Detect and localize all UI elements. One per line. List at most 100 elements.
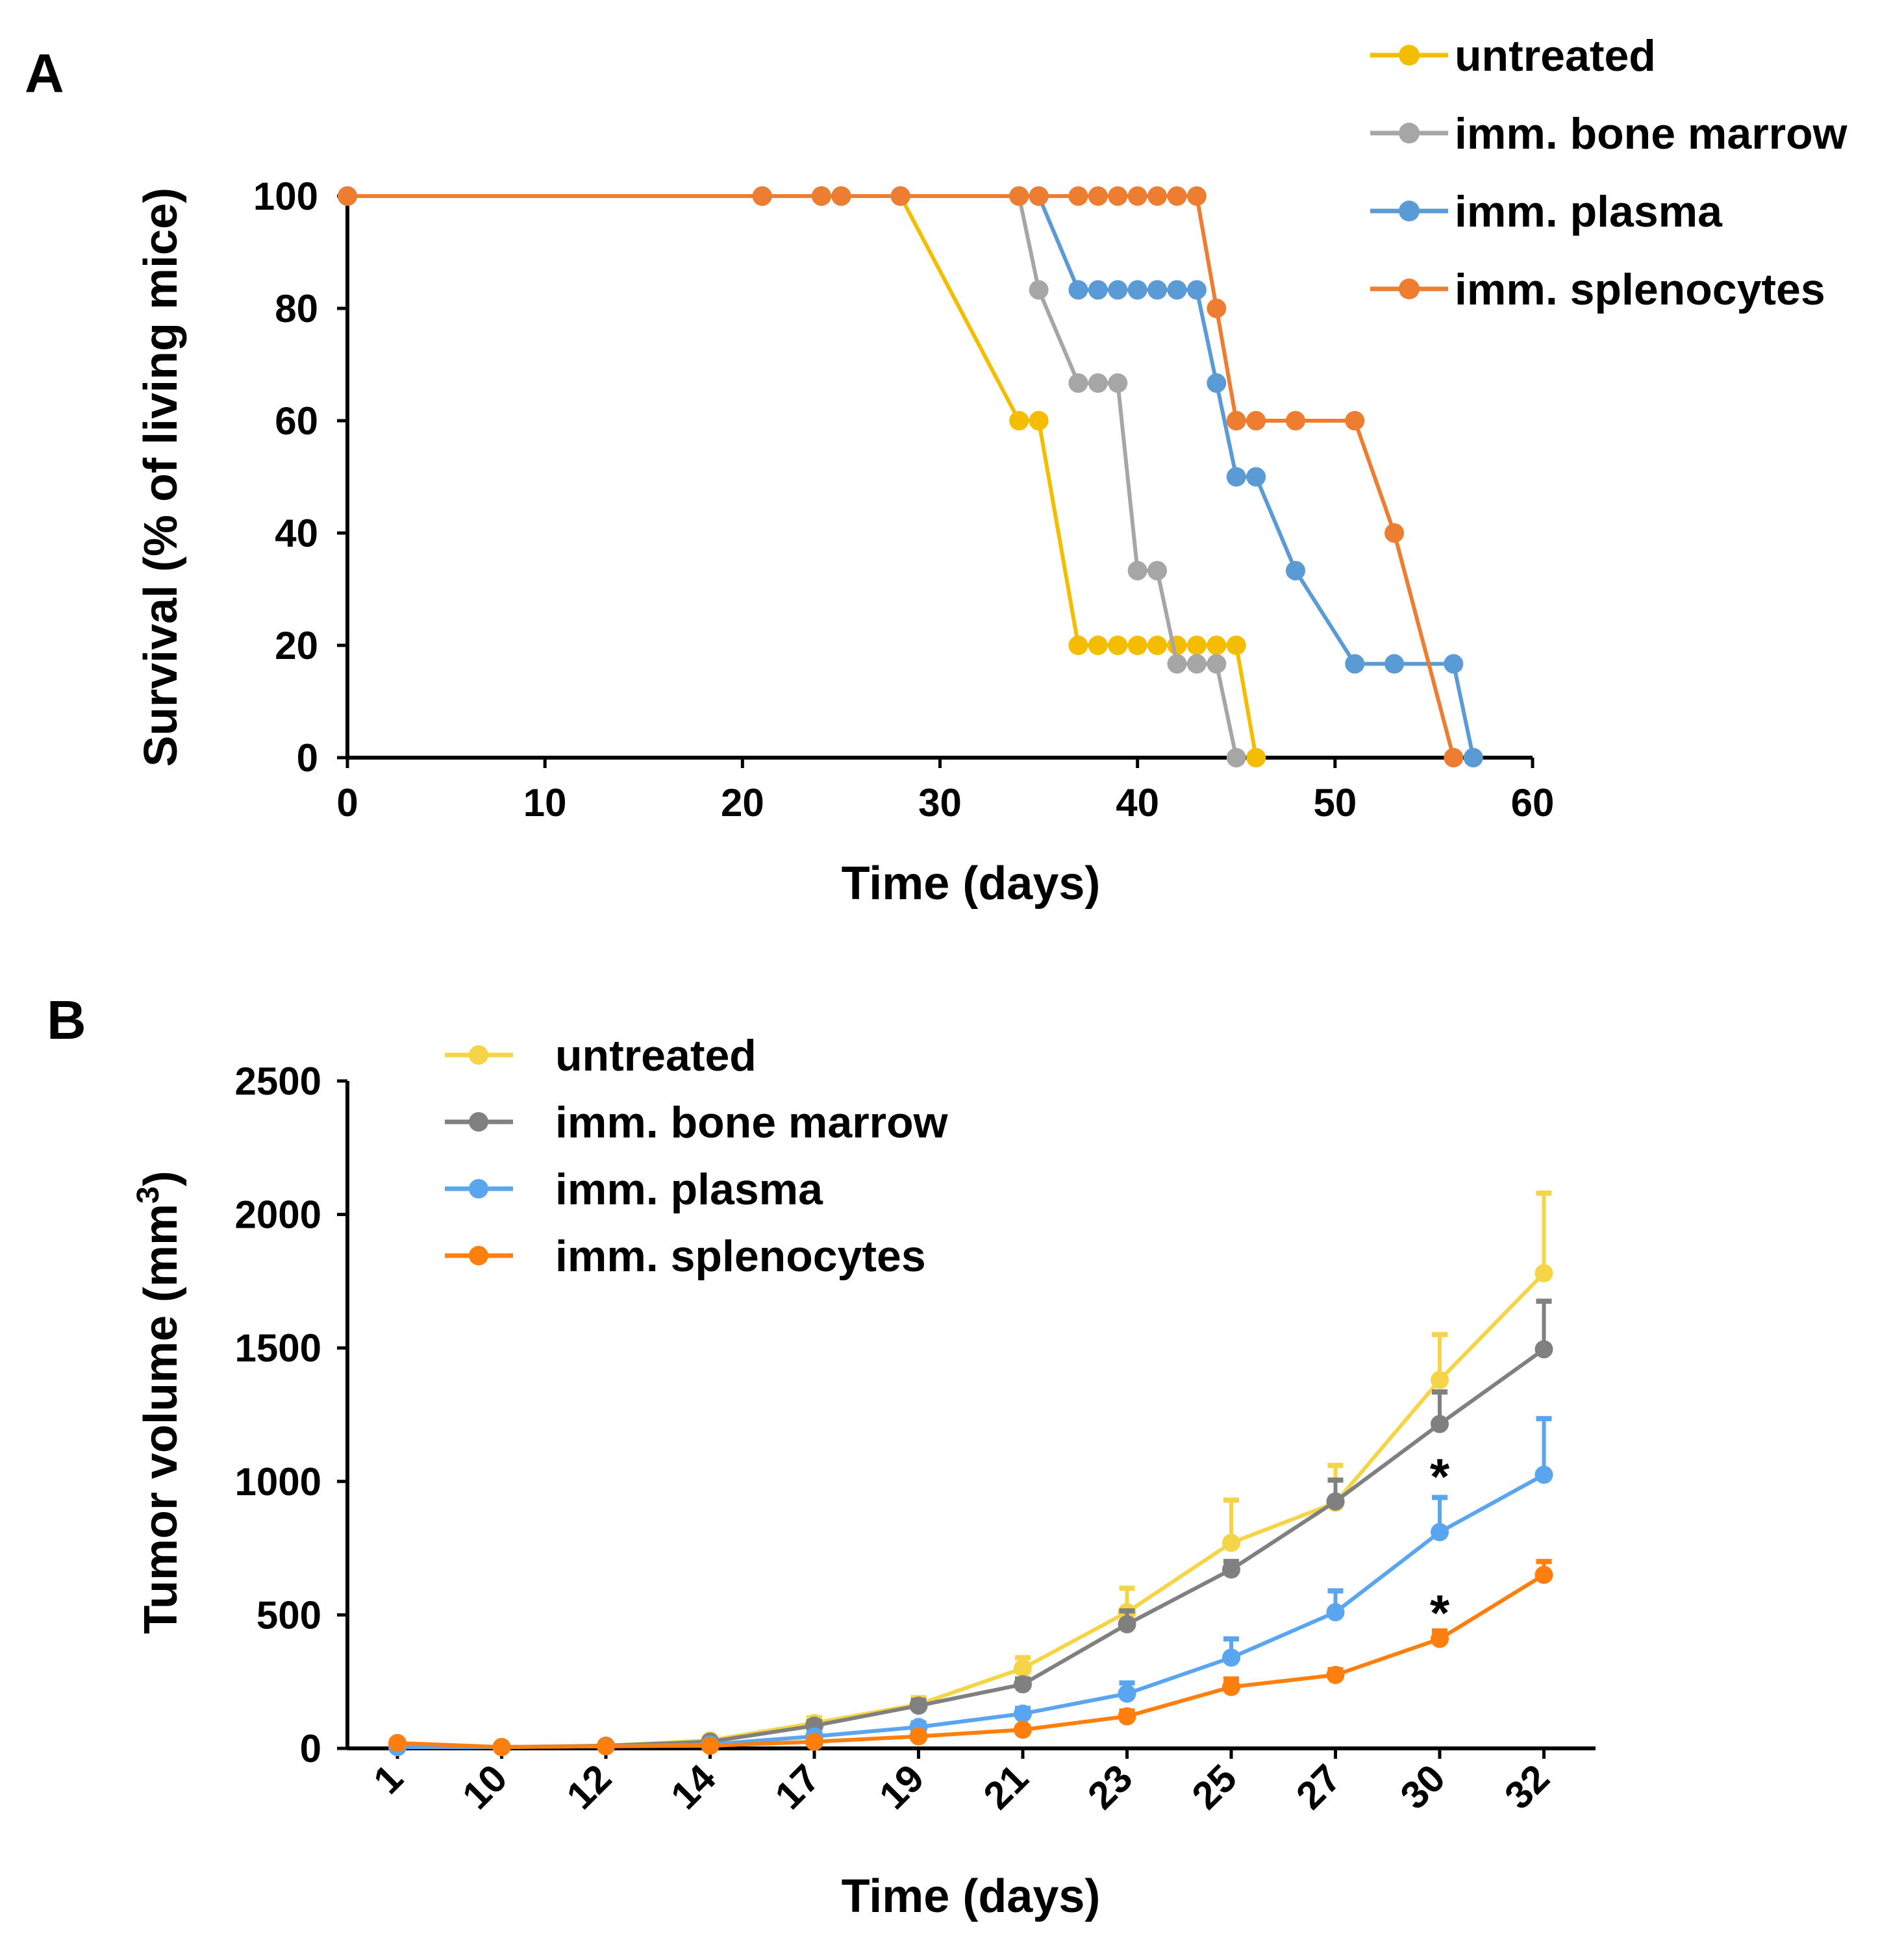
panel-a-legend-label-imm-splenocytes: imm. splenocytes [1455, 265, 1825, 314]
panel-b-series-line-imm-splenocytes [397, 1573, 1546, 1749]
panel-b-significance-asterisk: * [1430, 1584, 1450, 1641]
panel-b-data-point-imm-plasma [1222, 1648, 1240, 1667]
panel-a-data-point-imm-plasma [1444, 654, 1464, 674]
panel-b-data-point-imm-splenocytes [1014, 1720, 1032, 1739]
panel-a-data-point-imm-splenocytes [1286, 411, 1305, 430]
panel-a-data-point-imm-plasma [1207, 373, 1227, 393]
panel-b-legend-marker-imm-plasma [469, 1179, 488, 1198]
panel-a-data-point-imm-splenocytes [1127, 186, 1147, 206]
panel-b-x-tick-label: 27 [1288, 1756, 1349, 1818]
panel-a-data-point-untreated [1088, 636, 1108, 655]
panel-a-data-point-untreated [1068, 636, 1088, 655]
panel-b-y-tick-label: 1000 [235, 1460, 321, 1504]
panel-b-legend-marker-untreated [469, 1045, 488, 1065]
panel-a-data-point-imm-splenocytes [1207, 299, 1227, 318]
panel-a-data-point-imm-plasma [1167, 280, 1187, 300]
panel-a-series-imm-splenocytes [338, 186, 1464, 767]
panel-a-data-point-imm-plasma [1286, 560, 1305, 580]
panel-b-data-point-untreated [1222, 1533, 1240, 1552]
panel-a-data-point-imm-bone-marrow [1186, 654, 1207, 674]
panel-a-x-tick-label: 0 [336, 781, 358, 825]
panel-a-legend-marker-imm-bone-marrow [1399, 123, 1420, 143]
panel-a-legend-label-imm-bone-marrow: imm. bone marrow [1455, 109, 1848, 158]
panel-b-x-axis-title: Time (days) [842, 1870, 1101, 1922]
panel-a-data-point-imm-splenocytes [1384, 523, 1405, 543]
panel-a-y-tick-label: 60 [275, 399, 318, 443]
panel-a-data-point-imm-plasma [1384, 654, 1405, 674]
panel-b-data-point-imm-plasma [1118, 1684, 1136, 1703]
panel-b-y-axis-title-superscript: 3 [131, 1186, 166, 1204]
panel-b-y-tick-label: 2500 [235, 1060, 321, 1103]
panel-a-data-point-imm-bone-marrow [1207, 654, 1227, 674]
panel-b-data-point-imm-splenocytes [909, 1727, 928, 1746]
panel-a-x-tick-label: 10 [523, 781, 567, 825]
panel-a-data-point-imm-splenocytes [1009, 186, 1029, 206]
panel-b-data-point-imm-bone-marrow [909, 1696, 928, 1715]
panel-b-legend-label-imm-splenocytes: imm. splenocytes [555, 1232, 926, 1281]
panel-a-label: A [25, 43, 64, 104]
panel-a-data-point-imm-splenocytes [1444, 748, 1464, 767]
panel-b-data-point-untreated [1534, 1264, 1553, 1283]
panel-a-data-point-imm-splenocytes [1068, 186, 1088, 206]
panel-b-data-point-imm-plasma [1014, 1704, 1032, 1723]
panel-b-data-point-imm-plasma [1326, 1603, 1345, 1622]
panel-a-survival-chart: A 0 10 20 30 40 50 60 0 20 40 60 80 100 untreated imm… [25, 31, 1848, 910]
panel-a-data-point-imm-splenocytes [1246, 411, 1266, 430]
panel-b-data-point-untreated [1431, 1371, 1449, 1389]
panel-a-data-point-imm-plasma [1088, 280, 1108, 300]
panel-a-data-point-imm-plasma [1127, 280, 1147, 300]
panel-b-data-point-imm-plasma [1534, 1465, 1553, 1484]
panel-a-x-tick-label: 50 [1313, 781, 1357, 825]
panel-a-data-point-imm-plasma [1186, 280, 1207, 300]
panel-a-legend-label-imm-plasma: imm. plasma [1455, 187, 1723, 236]
panel-b-x-tick-label: 30 [1392, 1756, 1454, 1818]
panel-a-x-tick-label: 20 [721, 781, 764, 825]
panel-b-data-point-imm-splenocytes [597, 1737, 615, 1756]
panel-a-data-point-imm-plasma [1068, 280, 1088, 300]
panel-b-data-point-imm-bone-marrow [1326, 1492, 1345, 1511]
panel-a-x-tick-label: 60 [1511, 781, 1555, 825]
panel-a-data-point-untreated [1147, 636, 1168, 655]
panel-b-data-point-imm-splenocytes [1431, 1630, 1449, 1648]
panel-b-data-point-untreated [1014, 1659, 1032, 1678]
panel-a-data-point-imm-splenocytes [1226, 411, 1246, 430]
panel-a-data-point-imm-splenocytes [1088, 186, 1108, 206]
panel-b-y-axis-title: Tumor volume (mm3) [131, 1171, 187, 1633]
panel-b-x-tick-label: 25 [1184, 1756, 1246, 1818]
panel-b-x-tick-label: 17 [767, 1756, 829, 1818]
panel-b-series-line-untreated [397, 1271, 1546, 1749]
panel-b-data-point-imm-splenocytes [805, 1732, 823, 1751]
panel-a-data-point-imm-plasma [1463, 748, 1483, 767]
panel-b-x-tick-label: 14 [662, 1756, 724, 1817]
panel-a-legend-label-untreated: untreated [1455, 31, 1656, 81]
panel-b-data-point-imm-bone-marrow [1014, 1675, 1032, 1694]
panel-a-data-point-imm-splenocytes [752, 186, 772, 206]
panel-a-data-point-untreated [1226, 636, 1246, 655]
panel-b-y-tick-label: 500 [257, 1593, 321, 1637]
panel-a-data-point-untreated [1009, 411, 1029, 430]
panel-a-y-axis-title: Survival (% of living mice) [135, 188, 187, 767]
panel-b-y-axis-title-suffix: ) [135, 1171, 187, 1186]
panel-a-data-point-imm-splenocytes [1108, 186, 1128, 206]
panel-b-data-point-imm-splenocytes [701, 1736, 720, 1755]
panel-a-legend-marker-imm-plasma [1399, 201, 1420, 221]
panel-a-data-point-imm-bone-marrow [1127, 560, 1147, 580]
panel-a-x-axis-title: Time (days) [842, 858, 1101, 910]
panel-a-y-tick-label: 40 [275, 512, 318, 555]
panel-a-series-line-imm-splenocytes [347, 194, 1456, 758]
panel-b-legend-marker-imm-bone-marrow [469, 1112, 488, 1132]
panel-a-x-tick-label: 40 [1116, 781, 1159, 825]
panel-b-data-point-imm-plasma [1431, 1522, 1449, 1541]
panel-b-tumor-volume-chart: B 0 500 1000 1500 2000 2500 1 10 12 14 17 19 21 23 25 2… [47, 989, 1596, 1922]
panel-a-data-point-imm-bone-marrow [1068, 373, 1088, 393]
panel-a-x-tick-label: 30 [918, 781, 962, 825]
panel-a-data-point-imm-plasma [1246, 467, 1266, 487]
panel-b-x-tick-label: 23 [1079, 1756, 1141, 1818]
panel-a-series-imm-bone-marrow [338, 186, 1246, 767]
panel-a-data-point-imm-splenocytes [1167, 186, 1187, 206]
panel-a-y-tick-label: 100 [253, 175, 318, 218]
panel-a-y-tick-label: 80 [275, 287, 318, 330]
panel-a-data-point-imm-bone-marrow [1167, 654, 1187, 674]
panel-a-data-point-imm-splenocytes [831, 186, 851, 206]
panel-a-data-point-imm-plasma [1226, 467, 1246, 487]
